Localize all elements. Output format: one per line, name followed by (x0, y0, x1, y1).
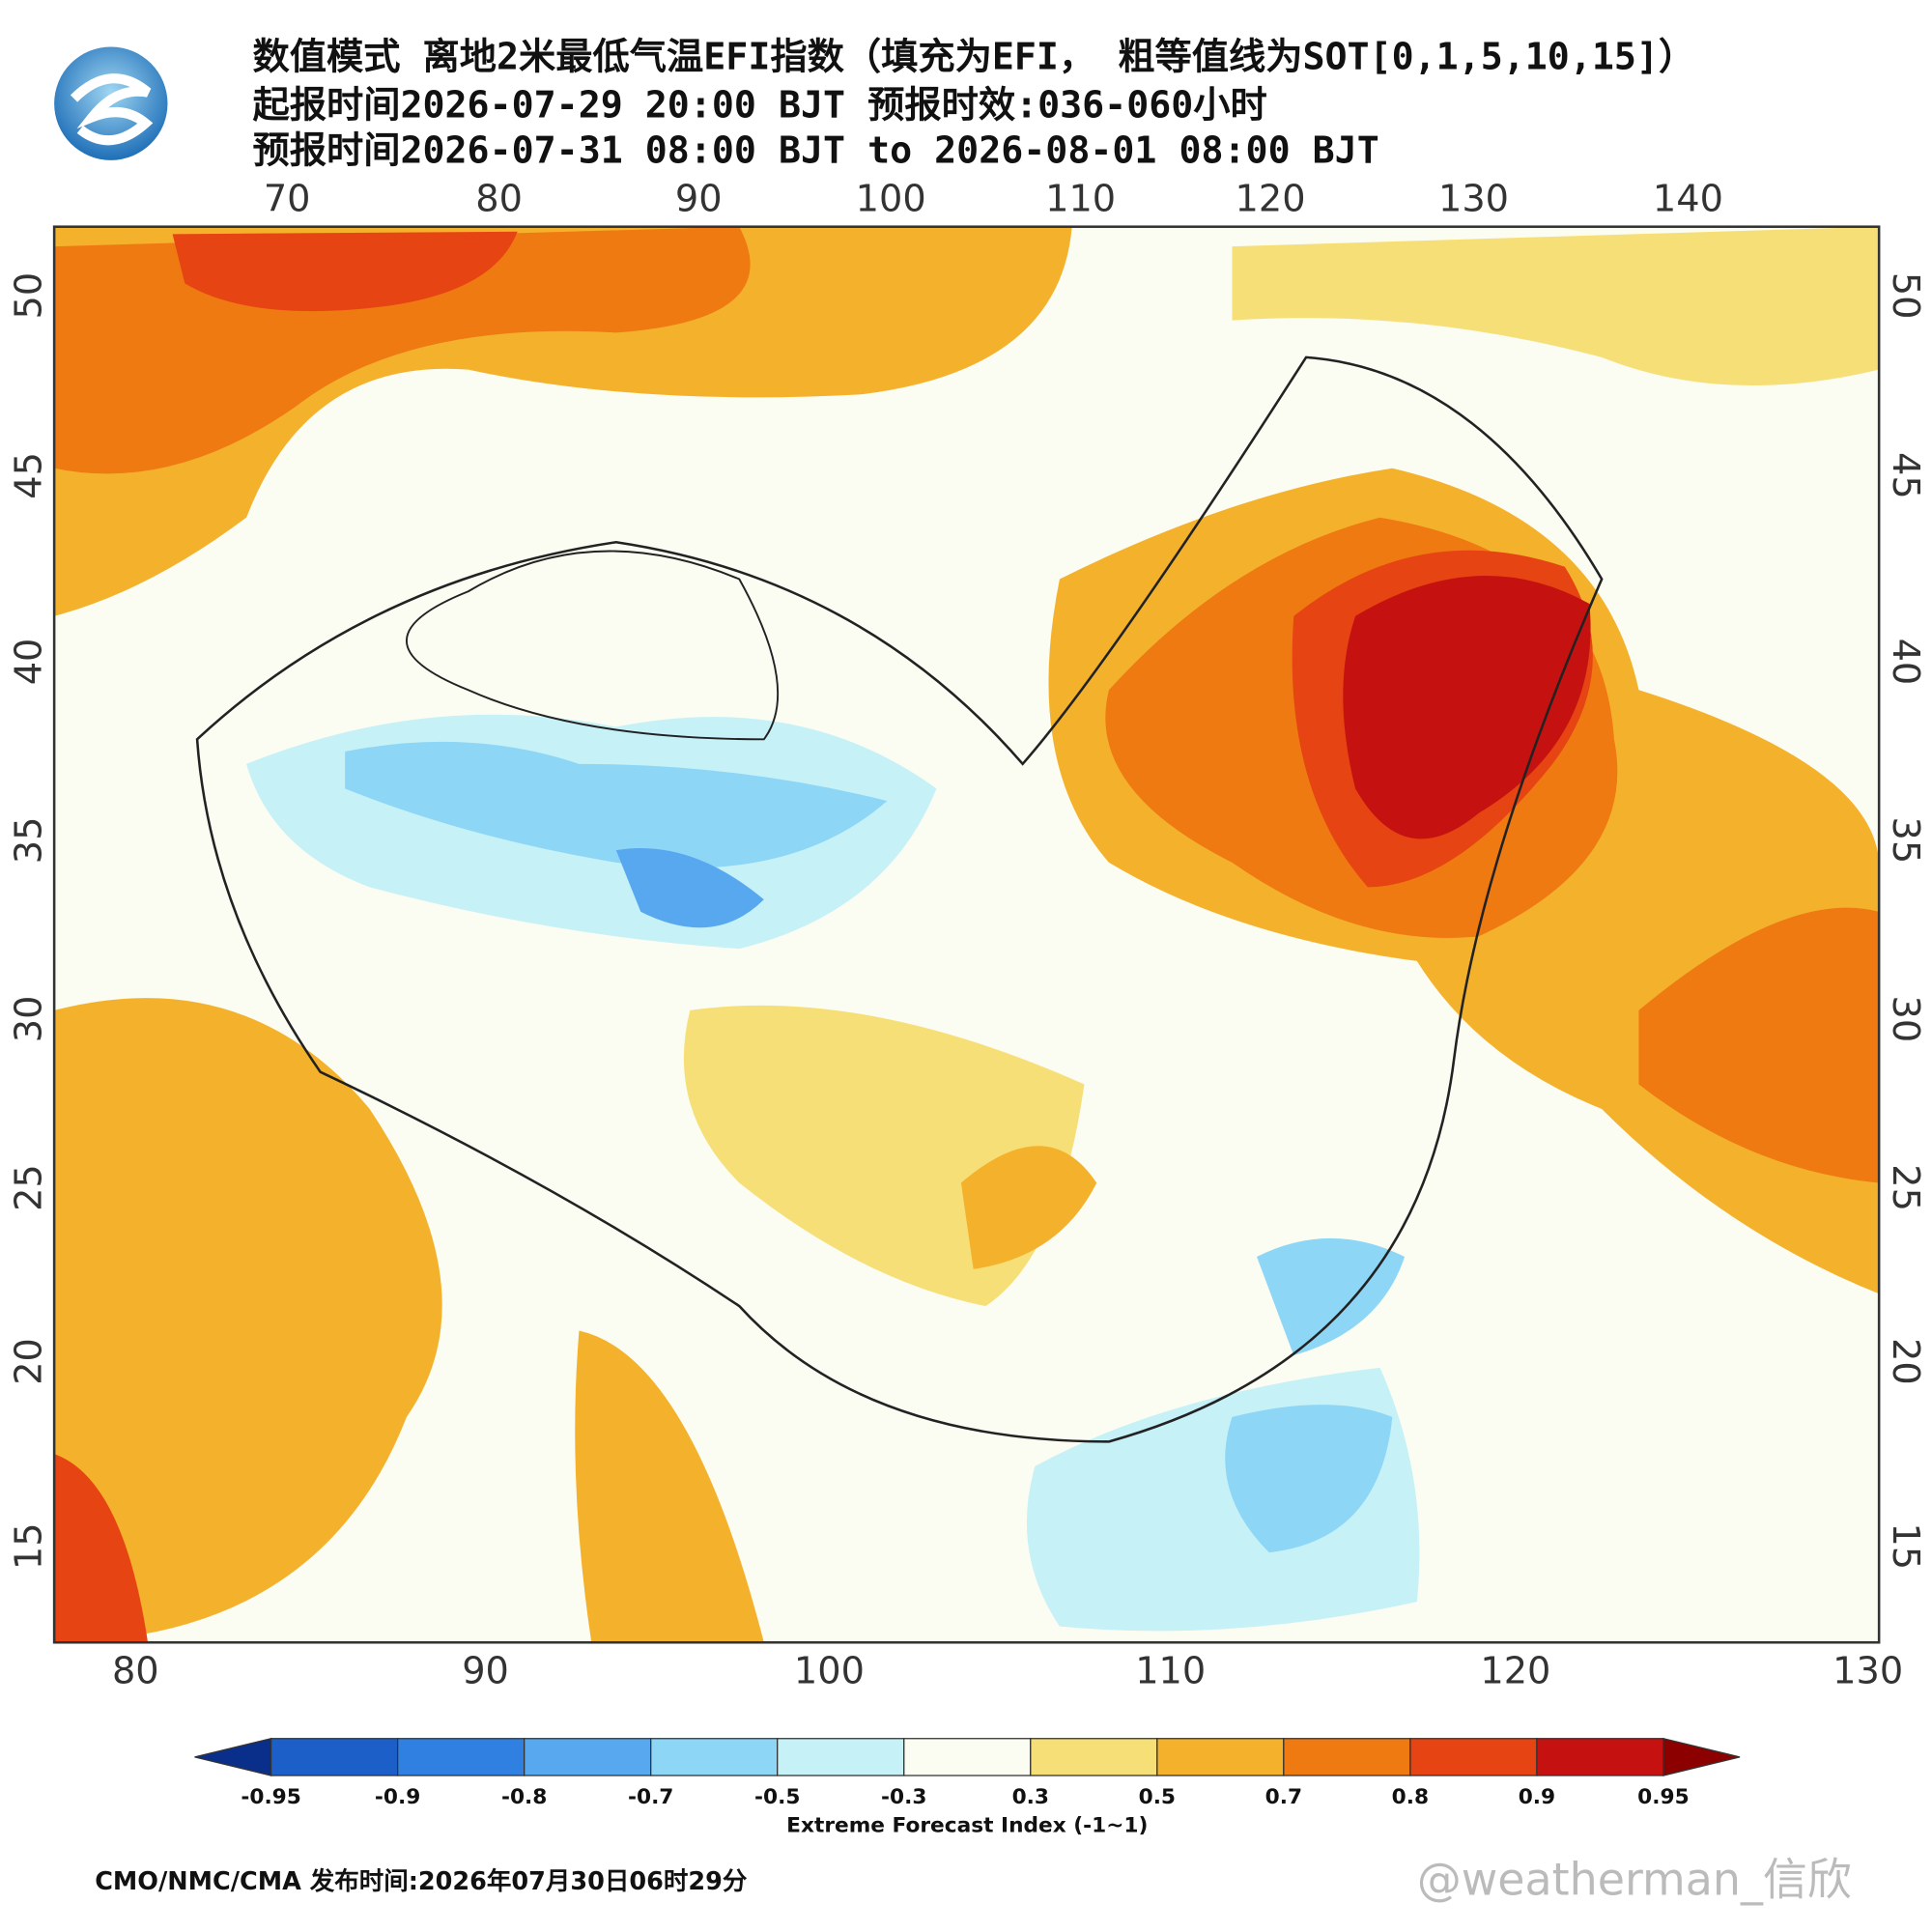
lat-label: 40 (1884, 639, 1927, 686)
lon-label: 100 (794, 1650, 865, 1693)
header-line: 起报时间2026-07-29 20:00 BJT 预报时效:036-060小时 (252, 83, 1266, 127)
colorbar-title: Extreme Forecast Index (-1~1) (786, 1813, 1148, 1837)
lon-label: 130 (1438, 177, 1509, 220)
colorbar-swatch (903, 1738, 1032, 1776)
lat-label: 45 (7, 452, 50, 499)
lat-label: 35 (7, 817, 50, 865)
footer-source: CMO/NMC/CMA 发布时间:2026年07月30日06时29分 (95, 1867, 748, 1896)
colorbar-swatch (1156, 1738, 1285, 1776)
title: 数值模式 离地2米最低气温EFI指数（填充为EFI， 粗等值线为SOT[0,1,… (252, 36, 1695, 79)
colorbar-label: -0.7 (628, 1785, 673, 1809)
lon-label: 120 (1236, 177, 1306, 220)
colorbar-swatch (270, 1738, 399, 1776)
lat-label: 30 (1884, 996, 1927, 1043)
colorbar-swatch (1030, 1738, 1158, 1776)
lat-label: 20 (1884, 1338, 1927, 1385)
lat-label: 25 (1884, 1164, 1927, 1211)
lon-label: 140 (1653, 177, 1723, 220)
lat-label: 15 (1884, 1522, 1927, 1570)
colorbar-swatch (777, 1738, 905, 1776)
lat-label: 50 (1884, 272, 1927, 320)
map-frame (52, 225, 1881, 1644)
colorbar-label: -0.5 (754, 1785, 800, 1809)
header-line: 预报时间2026-07-31 08:00 BJT to 2026-08-01 0… (252, 129, 1378, 173)
colorbar-label: 0.9 (1519, 1785, 1555, 1809)
lon-label: 120 (1480, 1650, 1550, 1693)
colorbar-swatch (397, 1738, 526, 1776)
colorbar-label: 0.95 (1637, 1785, 1689, 1809)
lon-label: 130 (1833, 1650, 1903, 1693)
lat-label: 25 (7, 1164, 50, 1211)
colorbar-label: -0.95 (241, 1785, 300, 1809)
lat-label: 40 (7, 639, 50, 686)
map-field (54, 226, 1880, 1643)
lon-label: 90 (675, 177, 723, 220)
colorbar-label: -0.3 (881, 1785, 926, 1809)
lat-label: 35 (1884, 817, 1927, 865)
colorbar-label: 0.3 (1012, 1785, 1049, 1809)
colorbar-label: -0.9 (375, 1785, 420, 1809)
colorbar-label: 0.7 (1265, 1785, 1302, 1809)
lat-label: 45 (1884, 452, 1927, 499)
colorbar-label: 0.8 (1392, 1785, 1429, 1809)
lat-label: 30 (7, 996, 50, 1043)
logo (54, 46, 168, 160)
lat-label: 20 (7, 1338, 50, 1385)
lon-label: 70 (264, 177, 311, 220)
colorbar-swatch (1283, 1738, 1411, 1776)
colorbar-label: -0.8 (501, 1785, 547, 1809)
colorbar-swatch (524, 1738, 652, 1776)
lon-label: 100 (856, 177, 926, 220)
lat-label: 15 (7, 1522, 50, 1570)
lon-label: 80 (475, 177, 523, 220)
lon-label: 80 (112, 1650, 159, 1693)
lon-label: 110 (1135, 1650, 1206, 1693)
watermark: @weatherman_信欣 (1417, 1853, 1852, 1905)
lon-label: 90 (462, 1650, 509, 1693)
colorbar-arrow (1662, 1737, 1741, 1776)
colorbar-swatch (1536, 1738, 1664, 1776)
lon-label: 110 (1045, 177, 1116, 220)
colorbar-swatch (1409, 1738, 1538, 1776)
colorbar-swatch (650, 1738, 779, 1776)
colorbar-label: 0.5 (1139, 1785, 1176, 1809)
lat-label: 50 (7, 272, 50, 320)
